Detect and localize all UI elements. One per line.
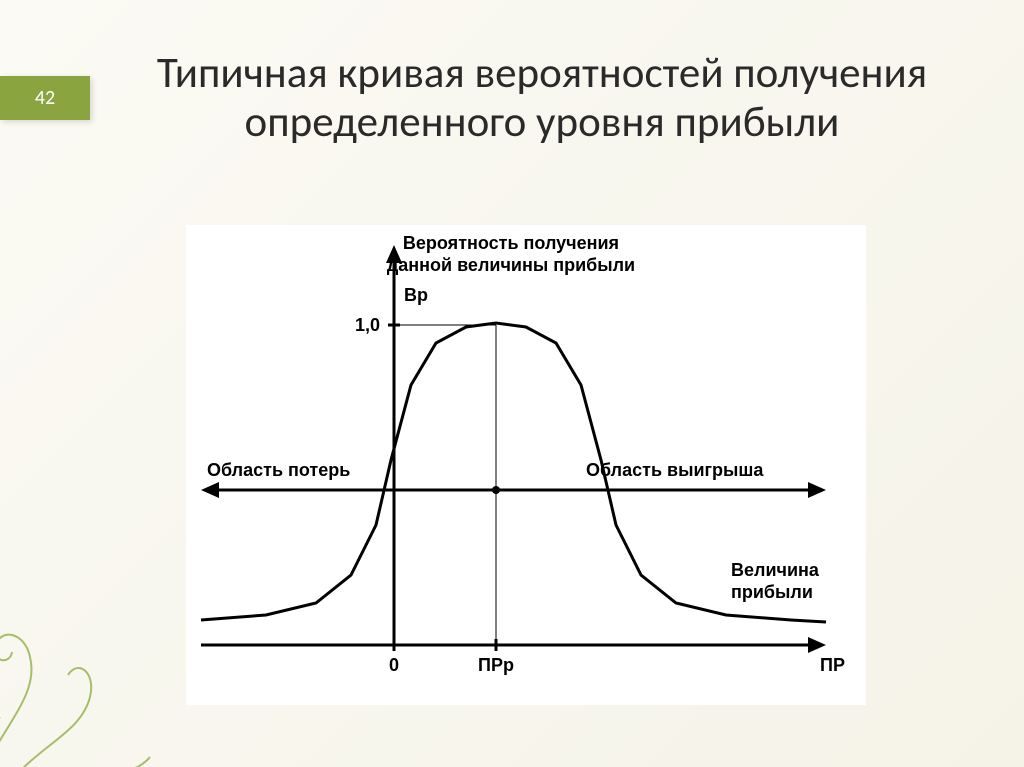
page-number: 42 [35,86,55,110]
y-axis-top-label: Вр [404,285,428,305]
slide-title: Типичная кривая вероятностей получения о… [120,48,964,147]
right-region-label: Область выигрыша [586,460,764,480]
x-arrow-caption-2: прибыли [731,582,813,602]
x-axis [201,637,826,653]
x-arrow-caption-1: Величина [731,560,820,580]
left-region-label: Область потерь [207,460,350,480]
page-number-badge: 42 [0,76,90,120]
y-axis-caption-1: Вероятность получения [403,233,619,253]
reference-lines [388,325,500,651]
mid-axis [201,482,826,498]
probability-curve-chart: Вероятность получения данной величины пр… [186,225,866,705]
x-origin-label: 0 [389,655,399,675]
y-axis-caption-2: данной величины прибыли [387,255,635,275]
decorative-swirl [0,547,180,767]
x-peak-label: ПРр [478,655,514,675]
x-end-label: ПР [820,655,845,675]
y-tick-1: 1,0 [355,315,380,335]
